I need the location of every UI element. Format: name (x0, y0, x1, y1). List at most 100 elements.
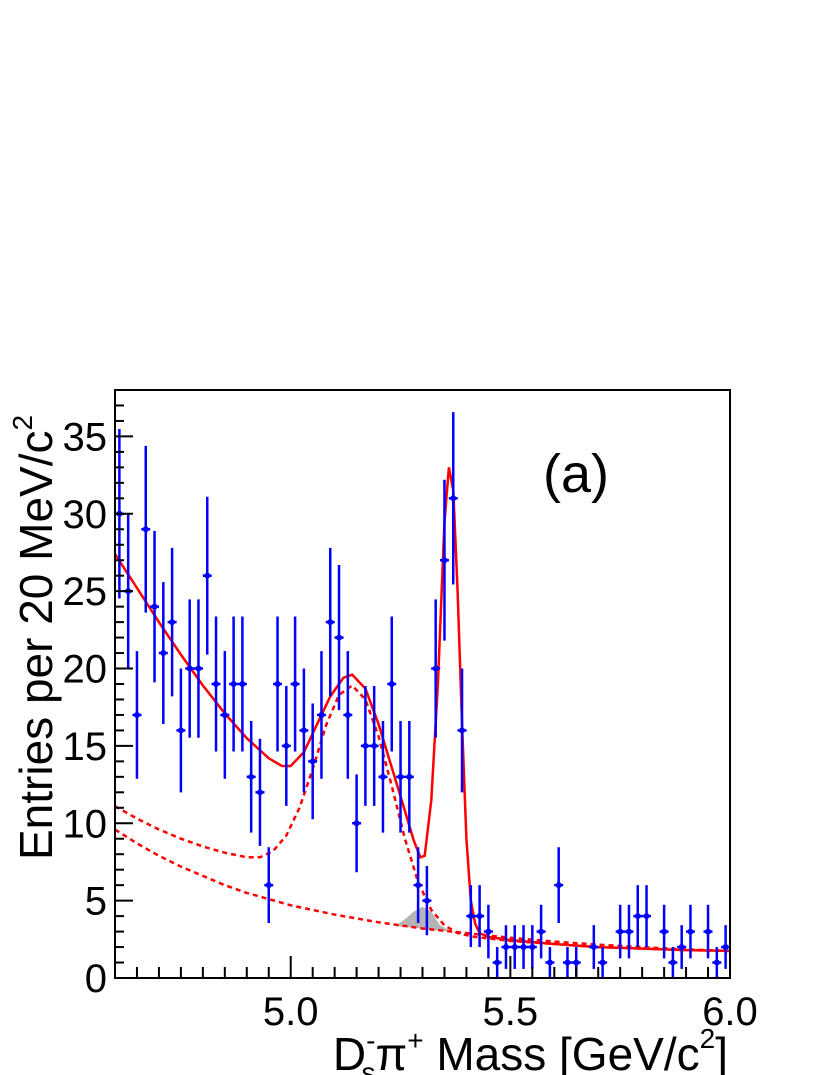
data-point (352, 774, 362, 873)
x-tick-label: 6.0 (702, 990, 758, 1034)
data-point (202, 496, 212, 655)
data-point (360, 685, 370, 806)
data-marker (371, 742, 378, 749)
data-marker (722, 944, 729, 951)
data-marker (169, 619, 176, 626)
x-label-close: ] (715, 1028, 728, 1075)
data-marker (573, 959, 580, 966)
data-point (492, 947, 502, 978)
data-marker (362, 742, 369, 749)
data-point (220, 651, 230, 779)
y-tick-label: 25 (63, 570, 108, 614)
data-point (642, 885, 652, 948)
data-point (308, 703, 318, 820)
data-marker (415, 882, 422, 889)
data-point (431, 599, 441, 738)
data-point (141, 445, 151, 613)
data-point (281, 685, 291, 806)
data-marker (705, 928, 712, 935)
data-point (299, 668, 309, 793)
y-tick-label: 30 (63, 493, 108, 537)
data-marker (283, 742, 290, 749)
data-point (598, 947, 608, 978)
data-point (176, 668, 186, 793)
x-label-rest-sup: 2 (700, 1023, 716, 1054)
data-point (519, 925, 529, 969)
data-point (396, 721, 406, 833)
x-label-pi-sup: + (407, 1025, 423, 1056)
data-point (325, 547, 335, 697)
data-marker (195, 665, 202, 672)
shaded-peaking-background (396, 906, 449, 932)
data-marker (239, 681, 246, 687)
data-point (343, 651, 353, 779)
data-marker (397, 773, 404, 780)
data-marker (520, 944, 527, 951)
data-marker (643, 913, 650, 920)
y-tick-label: 0 (85, 957, 107, 1001)
data-point (685, 904, 695, 959)
data-point (668, 947, 678, 978)
x-label-d: D (333, 1028, 366, 1075)
data-marker (344, 711, 351, 718)
data-point (150, 530, 160, 683)
data-point (378, 721, 388, 833)
data-point (185, 599, 195, 738)
data-marker (388, 681, 395, 687)
data-marker (617, 928, 624, 935)
data-point (290, 616, 300, 752)
data-marker (353, 820, 360, 827)
data-marker (142, 526, 149, 533)
data-point (334, 565, 344, 711)
data-point (703, 904, 713, 959)
data-marker (494, 959, 501, 966)
data-marker (546, 959, 553, 966)
data-point (527, 925, 537, 969)
data-point (237, 616, 247, 752)
data-marker (256, 789, 263, 796)
data-marker (177, 727, 184, 734)
data-marker (599, 959, 606, 966)
data-point (466, 885, 476, 948)
data-marker (133, 711, 140, 718)
y-tick-label: 20 (63, 648, 108, 692)
y-tick-label: 5 (85, 880, 107, 924)
data-point (255, 738, 265, 846)
data-marker (476, 913, 483, 920)
data-marker (467, 913, 474, 920)
data-marker (634, 913, 641, 920)
x-label-rest: Mass [GeV/c (424, 1028, 700, 1075)
data-point (501, 925, 511, 969)
data-marker (423, 897, 430, 904)
data-point (571, 947, 581, 978)
data-point (448, 412, 458, 585)
data-marker (274, 681, 281, 687)
x-label-d-sup: - (366, 1025, 375, 1056)
data-point (536, 904, 546, 959)
data-point (624, 904, 634, 959)
data-point (589, 925, 599, 969)
data-marker (327, 619, 334, 626)
data-point (633, 885, 643, 948)
data-point (387, 616, 397, 752)
data-marker (450, 495, 457, 502)
data-marker (160, 650, 167, 657)
data-marker (432, 665, 439, 672)
data-marker (661, 928, 668, 935)
data-marker (213, 681, 220, 687)
data-point (211, 616, 221, 752)
data-marker (151, 603, 158, 610)
data-marker (713, 959, 720, 966)
data-marker (511, 944, 518, 951)
y-tick-label: 10 (63, 802, 108, 846)
data-marker (379, 773, 386, 780)
data-points-layer (114, 412, 731, 978)
data-marker (221, 711, 228, 718)
fill-layer (396, 906, 449, 932)
data-marker (485, 928, 492, 935)
axes-layer: 5.0 5.5 6.0 0 5 10 15 20 25 30 35 (63, 389, 758, 1034)
data-marker (669, 959, 676, 966)
data-marker (441, 557, 448, 564)
data-point (615, 904, 625, 959)
data-point (264, 847, 274, 924)
